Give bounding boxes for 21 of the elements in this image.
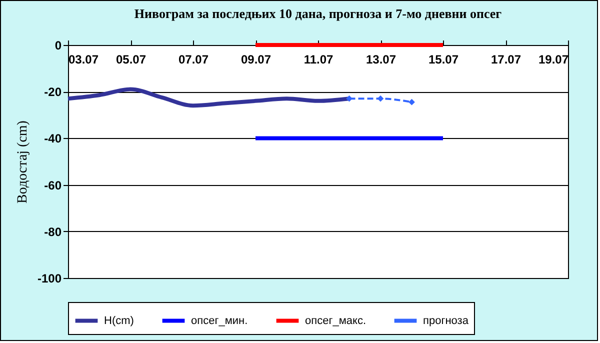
y-tick-label: -20 — [44, 85, 62, 100]
x-tick-label: 09.07 — [240, 52, 272, 66]
x-tick-label: 11.07 — [304, 52, 334, 66]
y-tick-label: -100 — [37, 272, 62, 286]
x-tick-label: 15.07 — [428, 52, 459, 66]
legend-label: прогноза — [423, 314, 470, 327]
chart-title: Нивограм за последњих 10 дана, прогноза и 7-мо дневни опсег — [134, 6, 502, 21]
legend-label: опсег_мин. — [191, 314, 248, 327]
y-tick-label: -40 — [44, 132, 62, 146]
y-tick-label: 0 — [54, 38, 62, 52]
legend-label: H(cm) — [104, 314, 134, 327]
legend-label: опсег_макс. — [305, 314, 366, 327]
y-tick-label: -60 — [44, 178, 62, 192]
x-tick-label: 13.07 — [366, 52, 396, 66]
y-axis-title: Водостај (cm) — [15, 120, 30, 204]
x-tick-label: 19.07 — [538, 52, 569, 66]
x-tick-label: 05.07 — [116, 52, 146, 66]
x-tick-label: 03.07 — [68, 52, 99, 66]
x-tick-label: 07.07 — [178, 52, 209, 66]
y-tick-label: -80 — [44, 224, 62, 239]
x-tick-label: 17.07 — [490, 52, 522, 66]
